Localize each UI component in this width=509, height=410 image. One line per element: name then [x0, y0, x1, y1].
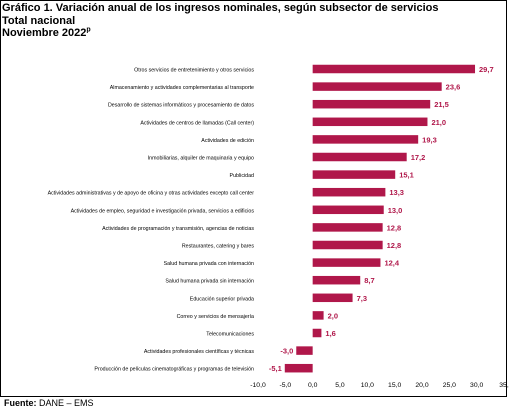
source-note: Fuente: DANE – EMS [4, 398, 94, 409]
category-label: Producción de películas cinematográficas… [94, 367, 254, 373]
category-label: Restaurantes, catering y bares [182, 244, 254, 250]
x-tick-label: 15,0 [388, 382, 401, 389]
bar [312, 187, 386, 197]
bar [312, 293, 353, 303]
category-label: Otros servicios de entretenimiento y otr… [134, 68, 254, 74]
chart-subtitle: Total nacional [2, 14, 76, 27]
category-label: Almacenamiento y actividades complementa… [110, 85, 254, 91]
bar [312, 205, 384, 215]
bar [312, 240, 383, 250]
chart-period-text: Noviembre 2022 [2, 27, 87, 39]
value-label: 13,3 [389, 188, 404, 197]
bar [284, 363, 313, 373]
bar [312, 135, 419, 144]
value-label: 15,1 [399, 171, 414, 180]
chart-frame [0, 0, 507, 397]
value-label: 12,8 [387, 223, 402, 232]
x-tick-label: 35, [499, 382, 509, 389]
x-tick-label: 5,0 [335, 382, 345, 389]
category-label: Telecomunicaciones [206, 332, 254, 338]
source-label: Fuente: [4, 398, 37, 408]
value-label: 21,5 [434, 100, 449, 109]
preliminary-mark: p [86, 26, 91, 34]
bar-chart: Otros servicios de entretenimiento y otr… [48, 64, 509, 389]
source-text: DANE – EMS [39, 398, 94, 408]
bar [312, 275, 361, 285]
bar [312, 64, 476, 74]
category-label: Actividades de edición [201, 138, 254, 144]
value-label: 19,3 [422, 135, 437, 144]
chart-title-block: Gráfico 1. Variación anual de los ingres… [2, 2, 439, 40]
bar [312, 82, 442, 91]
x-tick-label: 10,0 [361, 382, 374, 389]
value-label: 12,8 [387, 241, 402, 250]
value-label: 23,6 [446, 83, 461, 92]
category-label: Actividades de programación y transmisió… [102, 226, 254, 232]
x-tick-label: 25,0 [443, 382, 456, 389]
value-label: -5,1 [269, 364, 282, 373]
category-label: Inmobiliarias, alquiler de maquinaria y … [148, 156, 254, 162]
bar [312, 258, 381, 267]
category-label: Salud humana privada sin internación [165, 279, 254, 285]
x-tick-label: 20,0 [415, 382, 428, 389]
bar [312, 311, 324, 320]
category-label: Actividades de empleo, seguridad e inves… [71, 208, 255, 214]
chart-title: Gráfico 1. Variación anual de los ingres… [2, 2, 439, 14]
value-label: 29,7 [479, 65, 494, 74]
x-tick-label: 30,0 [470, 382, 483, 389]
category-label: Actividades profesionales científicas y … [144, 349, 254, 355]
value-label: 21,0 [431, 118, 446, 127]
bar [312, 223, 383, 232]
category-label: Salud humana privada con internación [164, 261, 254, 267]
value-label: 1,6 [325, 329, 335, 338]
bar [312, 328, 322, 338]
x-tick-label: 0,0 [308, 382, 318, 389]
value-label: 12,4 [384, 259, 399, 268]
bar [312, 117, 428, 127]
value-label: 13,0 [388, 206, 403, 215]
value-label: 17,2 [411, 153, 426, 162]
value-label: 8,7 [364, 276, 374, 285]
category-label: Desarrollo de sistemas informáticos y pr… [108, 103, 254, 109]
category-label: Actividades administrativas y de apoyo d… [48, 191, 255, 197]
bar [312, 170, 396, 179]
value-label: 7,3 [357, 294, 367, 303]
value-label: 2,0 [328, 311, 338, 320]
value-label: -3,0 [280, 347, 293, 356]
bar [312, 152, 407, 162]
x-tick-label: -10,0 [250, 382, 266, 389]
category-label: Correo y servicios de mensajería [177, 314, 254, 320]
category-label: Educación superior privada [190, 296, 254, 302]
chart-period: Noviembre 2022p [2, 26, 439, 40]
category-label: Actividades de centros de llamadas (Call… [140, 120, 254, 126]
x-tick-label: -5,0 [279, 382, 291, 389]
bar [312, 99, 431, 109]
bar [296, 346, 313, 355]
category-label: Publicidad [230, 173, 254, 179]
